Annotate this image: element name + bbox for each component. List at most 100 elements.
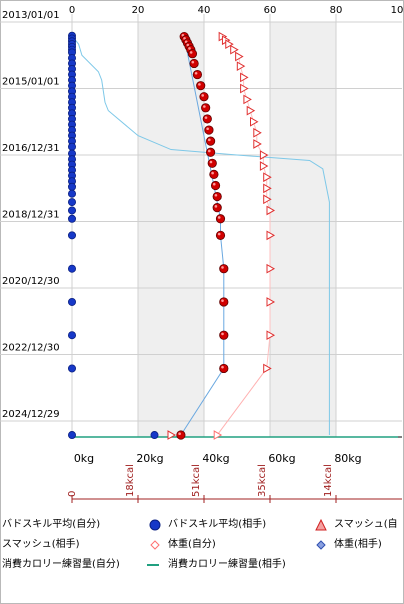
- point-bad-opp: [210, 180, 221, 191]
- point-bad-opp: [176, 430, 186, 440]
- kcal-tick-label: 14kcal: [323, 464, 334, 497]
- top-axis-ticks: 0 20 40 60 80 10: [69, 5, 404, 16]
- point-bad-opp-highlight: [188, 47, 191, 50]
- kcal-axis: 0 18kcal 51kcal 35kcal 14kcal: [67, 464, 402, 503]
- point-smash-self: [253, 127, 262, 138]
- kcal-tick-label: 18kcal: [125, 464, 136, 497]
- point-bad-self: [68, 231, 77, 240]
- point-smash-self: [259, 150, 269, 160]
- legend-marker-blue-circle: [148, 518, 162, 532]
- bottom-tick-label: 40kg: [202, 452, 229, 465]
- point-smash-self: [235, 51, 244, 62]
- point-bad-self: [68, 206, 77, 215]
- point-bad-opp: [215, 214, 226, 224]
- point-bad-opp-highlight: [208, 149, 211, 153]
- legend-marker-blue-diamond: [314, 538, 328, 552]
- point-bad-self: [68, 142, 77, 151]
- point-bad-opp-highlight: [214, 193, 218, 197]
- point-bad-self: [68, 364, 77, 373]
- point-smash-self: [240, 72, 249, 83]
- point-bad-opp: [206, 147, 216, 157]
- y-tick-label: 2015/01/01: [2, 77, 60, 88]
- point-bad-self: [68, 182, 77, 191]
- point-bad-opp: [212, 203, 222, 213]
- point-smash-self: [243, 94, 252, 105]
- line-smash: [221, 36, 271, 369]
- point-smash-self: [266, 263, 276, 274]
- top-tick-label: 0: [69, 5, 75, 16]
- point-bad-opp-highlight: [221, 365, 224, 369]
- legend-label-3: スマッシュ(自: [334, 519, 398, 530]
- point-bad-opp: [215, 230, 226, 240]
- legend-label-7: 消費カロリー練習量(自分): [2, 559, 120, 570]
- point-bad-opp-highlight: [194, 71, 198, 75]
- shaded-bands: [138, 22, 336, 437]
- legend-label-2: バドスキル平均(相手): [168, 519, 267, 530]
- top-tick-label: 20: [132, 5, 145, 16]
- y-axis-ticks: 2013/01/01 2015/01/01 2016/12/31 2018/12/31…: [2, 10, 60, 420]
- top-tick-label: 40: [198, 5, 211, 16]
- point-bad-opp-highlight: [178, 432, 181, 436]
- legend-marker-pink-diamond: [148, 538, 162, 552]
- shaded-band: [138, 22, 204, 437]
- point-smash-self: [225, 39, 234, 49]
- kcal-tick-label: 51kcal: [191, 464, 202, 497]
- point-bad-self: [68, 431, 77, 440]
- line-smash-connector: [216, 368, 268, 436]
- point-bad-opp: [201, 103, 211, 113]
- point-smash-self: [250, 116, 259, 127]
- point-bad-opp: [212, 191, 222, 202]
- point-bad-opp: [204, 125, 214, 135]
- point-bad-self: [150, 431, 159, 440]
- kcal-tick-label: 35kcal: [257, 464, 268, 497]
- point-bad-opp-highlight: [203, 105, 206, 108]
- point-bad-opp-highlight: [212, 182, 216, 186]
- point-bad-opp: [187, 49, 198, 59]
- y-tick-label: 2024/12/29: [2, 409, 60, 420]
- bottom-tick-label: 80kg: [334, 452, 361, 465]
- y-tick-label: 2022/12/30: [2, 343, 60, 354]
- point-bad-opp-highlight: [198, 83, 201, 86]
- point-bad-opp-highlight: [204, 116, 208, 119]
- point-smash-self: [246, 105, 256, 116]
- legend-label-1: バドスキル平均(自分): [2, 519, 101, 530]
- point-smash-self: [263, 363, 272, 374]
- legend-marker-green-line: [146, 558, 160, 572]
- point-bad-opp: [206, 136, 216, 146]
- point-smash-self: [263, 183, 272, 194]
- bottom-tick-label: 20kg: [136, 452, 163, 465]
- top-tick-label: 10: [391, 5, 404, 16]
- point-bad-opp-highlight: [206, 127, 209, 131]
- legend-label-8: 消費カロリー練習量(相手): [168, 559, 286, 570]
- data-marks: [68, 31, 276, 440]
- point-smash-self: [263, 194, 272, 205]
- point-bad-opp-highlight: [201, 94, 204, 97]
- point-bad-opp-highlight: [214, 205, 218, 208]
- point-smash-self: [259, 161, 269, 171]
- bottom-axis-ticks: 0kg 20kg 40kg 60kg 80kg: [74, 452, 362, 465]
- point-bad-opp-highlight: [208, 138, 211, 142]
- y-tick-label: 2016/12/31: [2, 143, 60, 154]
- point-bad-opp: [219, 363, 229, 374]
- point-smash-self: [263, 172, 272, 183]
- series-lines: [71, 35, 398, 438]
- point-bad-opp-highlight: [191, 60, 195, 64]
- point-bad-self: [68, 189, 77, 198]
- point-bad-self: [68, 264, 77, 273]
- top-tick-label: 80: [330, 5, 343, 16]
- point-bad-opp: [209, 169, 219, 180]
- legend-label-6: 体重(相手): [334, 539, 382, 550]
- point-bad-opp: [199, 92, 209, 102]
- point-bad-opp-highlight: [211, 171, 214, 175]
- point-bad-self: [68, 214, 77, 223]
- point-bad-opp-highlight: [221, 299, 224, 302]
- shaded-band: [270, 22, 336, 437]
- point-bad-opp: [207, 158, 217, 168]
- bottom-tick-label: 60kg: [268, 452, 295, 465]
- point-bad-opp: [196, 81, 206, 91]
- legend-marker-red-triangle: [314, 518, 328, 532]
- y-tick-label: 2020/12/30: [2, 276, 60, 287]
- kcal-tick-label: 0: [67, 491, 78, 497]
- point-smash-self: [240, 83, 249, 94]
